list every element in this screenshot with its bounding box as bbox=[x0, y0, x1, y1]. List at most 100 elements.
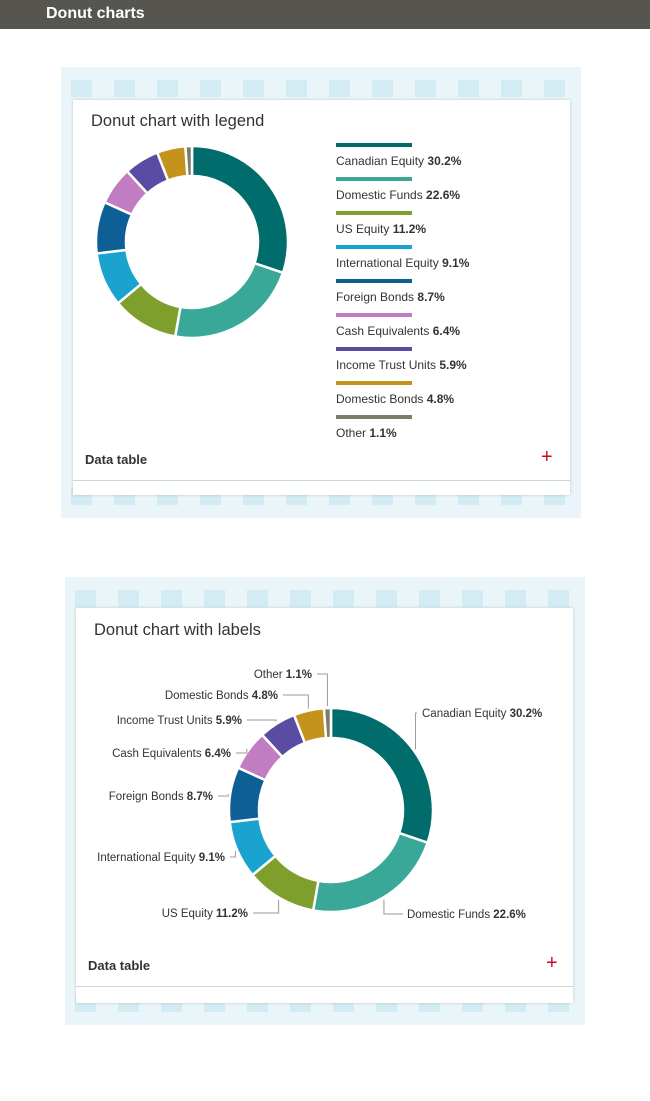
divider bbox=[73, 480, 570, 481]
legend-value: 5.9% bbox=[439, 358, 467, 372]
legend-item-cash-equivalents[interactable]: Cash Equivalents 6.4% bbox=[336, 313, 556, 343]
slice-label-domestic-funds: Domestic Funds 22.6% bbox=[407, 909, 526, 921]
legend-item-canadian-equity[interactable]: Canadian Equity 30.2% bbox=[336, 143, 556, 173]
slice-label-category: Domestic Bonds bbox=[165, 690, 252, 702]
legend-label: US Equity 11.2% bbox=[336, 222, 426, 236]
frame-stripe bbox=[243, 80, 264, 97]
legend-label: Foreign Bonds 8.7% bbox=[336, 290, 445, 304]
chart-card-legend: Donut chart with legend Canadian Equity … bbox=[73, 100, 570, 495]
slice-label-value: 11.2% bbox=[216, 908, 248, 920]
frame-stripe bbox=[290, 590, 311, 607]
legend-label: International Equity 9.1% bbox=[336, 256, 469, 270]
legend-value: 4.8% bbox=[426, 392, 455, 406]
frame-stripe bbox=[505, 590, 526, 607]
slice-label-category: US Equity bbox=[162, 908, 216, 920]
frame-stripe bbox=[372, 80, 393, 97]
legend-category: International Equity bbox=[336, 256, 443, 270]
frame-stripe bbox=[71, 80, 92, 97]
slice-label-category: Income Trust Units bbox=[117, 715, 216, 727]
slice-label-value: 30.2% bbox=[510, 708, 543, 720]
legend-category: Other bbox=[336, 426, 370, 440]
frame-stripe bbox=[247, 590, 268, 607]
legend-item-domestic-funds[interactable]: Domestic Funds 22.6% bbox=[336, 177, 556, 207]
slice-label-category: Other bbox=[254, 669, 286, 681]
slice-label-cash-equivalents: Cash Equivalents 6.4% bbox=[112, 748, 231, 760]
slice-label-value: 9.1% bbox=[199, 852, 225, 864]
legend-value: 30.2% bbox=[427, 154, 462, 168]
slice-label-foreign-bonds: Foreign Bonds 8.7% bbox=[109, 791, 213, 803]
frame-stripe bbox=[286, 80, 307, 97]
chart-title: Donut chart with legend bbox=[91, 112, 265, 130]
slice-label-income-trust-units: Income Trust Units 5.9% bbox=[117, 715, 242, 727]
slice-label-value: 6.4% bbox=[205, 748, 231, 760]
frame-stripe bbox=[415, 80, 436, 97]
frame-stripe bbox=[75, 590, 96, 607]
frame-stripe bbox=[501, 80, 522, 97]
chart-legend: Canadian Equity 30.2% Domestic Funds 22.6… bbox=[336, 143, 566, 443]
slice-label-us-equity: US Equity 11.2% bbox=[162, 908, 248, 920]
label-connector bbox=[218, 794, 229, 797]
slice-label-value: 1.1% bbox=[286, 669, 312, 681]
legend-value: 6.4% bbox=[432, 324, 461, 338]
label-connector bbox=[415, 712, 417, 750]
data-table-toggle[interactable]: Data table + bbox=[85, 446, 558, 472]
label-connector bbox=[383, 899, 403, 915]
legend-category: Domestic Funds bbox=[336, 188, 427, 202]
page-title: Donut charts bbox=[46, 5, 145, 22]
legend-item-us-equity[interactable]: US Equity 11.2% bbox=[336, 211, 556, 241]
plus-icon[interactable]: + bbox=[546, 952, 558, 974]
legend-category: Domestic Bonds bbox=[336, 392, 427, 406]
legend-category: Cash Equivalents bbox=[336, 324, 433, 338]
legend-value: 11.2% bbox=[392, 222, 427, 236]
divider bbox=[76, 986, 573, 987]
legend-item-international-equity[interactable]: International Equity 9.1% bbox=[336, 245, 556, 275]
legend-value: 22.6% bbox=[426, 188, 461, 202]
slice-label-value: 5.9% bbox=[216, 715, 242, 727]
donut-chart-legend bbox=[94, 144, 290, 340]
donut-slice-canadian-equity[interactable] bbox=[329, 706, 435, 845]
plus-icon[interactable]: + bbox=[541, 446, 553, 468]
frame-stripe bbox=[204, 590, 225, 607]
legend-category: US Equity bbox=[336, 222, 393, 236]
data-table-label: Data table bbox=[88, 958, 151, 973]
legend-item-income-trust-units[interactable]: Income Trust Units 5.9% bbox=[336, 347, 556, 377]
slice-label-value: 8.7% bbox=[187, 791, 213, 803]
slice-label-category: Canadian Equity bbox=[422, 708, 510, 720]
frame-stripe bbox=[376, 590, 397, 607]
slice-label-canadian-equity: Canadian Equity 30.2% bbox=[422, 708, 542, 720]
frame-stripe bbox=[157, 80, 178, 97]
frame-stripe bbox=[118, 590, 139, 607]
legend-category: Canadian Equity bbox=[336, 154, 428, 168]
slice-label-domestic-bonds: Domestic Bonds 4.8% bbox=[165, 690, 278, 702]
legend-swatch bbox=[336, 415, 412, 419]
legend-category: Foreign Bonds bbox=[336, 290, 418, 304]
legend-swatch bbox=[336, 313, 412, 317]
donut-slice-domestic-funds[interactable] bbox=[173, 261, 285, 340]
legend-swatch bbox=[336, 143, 412, 147]
slice-label-category: Foreign Bonds bbox=[109, 791, 187, 803]
chart-card-labels: Donut chart with labels Canadian Equity … bbox=[76, 608, 573, 1003]
donut-slice-canadian-equity[interactable] bbox=[190, 144, 290, 275]
legend-item-foreign-bonds[interactable]: Foreign Bonds 8.7% bbox=[336, 279, 556, 309]
legend-label: Canadian Equity 30.2% bbox=[336, 154, 461, 168]
legend-item-domestic-bonds[interactable]: Domestic Bonds 4.8% bbox=[336, 381, 556, 411]
chart-title: Donut chart with labels bbox=[94, 621, 261, 639]
legend-item-other[interactable]: Other 1.1% bbox=[336, 415, 556, 445]
donut-slice-domestic-funds[interactable] bbox=[311, 831, 430, 914]
legend-label: Income Trust Units 5.9% bbox=[336, 358, 467, 372]
label-connector bbox=[317, 673, 328, 707]
slice-label-other: Other 1.1% bbox=[254, 669, 312, 681]
donut-slice-other[interactable] bbox=[184, 144, 194, 178]
legend-value: 1.1% bbox=[369, 426, 397, 440]
slice-label-category: Domestic Funds bbox=[407, 909, 493, 921]
legend-label: Other 1.1% bbox=[336, 426, 397, 440]
header-bar: Donut charts bbox=[0, 0, 650, 29]
slice-label-category: Cash Equivalents bbox=[112, 748, 205, 760]
label-connector bbox=[247, 719, 277, 722]
legend-swatch bbox=[336, 177, 412, 181]
frame-stripe bbox=[458, 80, 479, 97]
frame-stripe bbox=[462, 590, 483, 607]
frame-stripe bbox=[333, 590, 354, 607]
donut-slice-other[interactable] bbox=[322, 706, 333, 740]
data-table-toggle[interactable]: Data table + bbox=[88, 952, 561, 978]
